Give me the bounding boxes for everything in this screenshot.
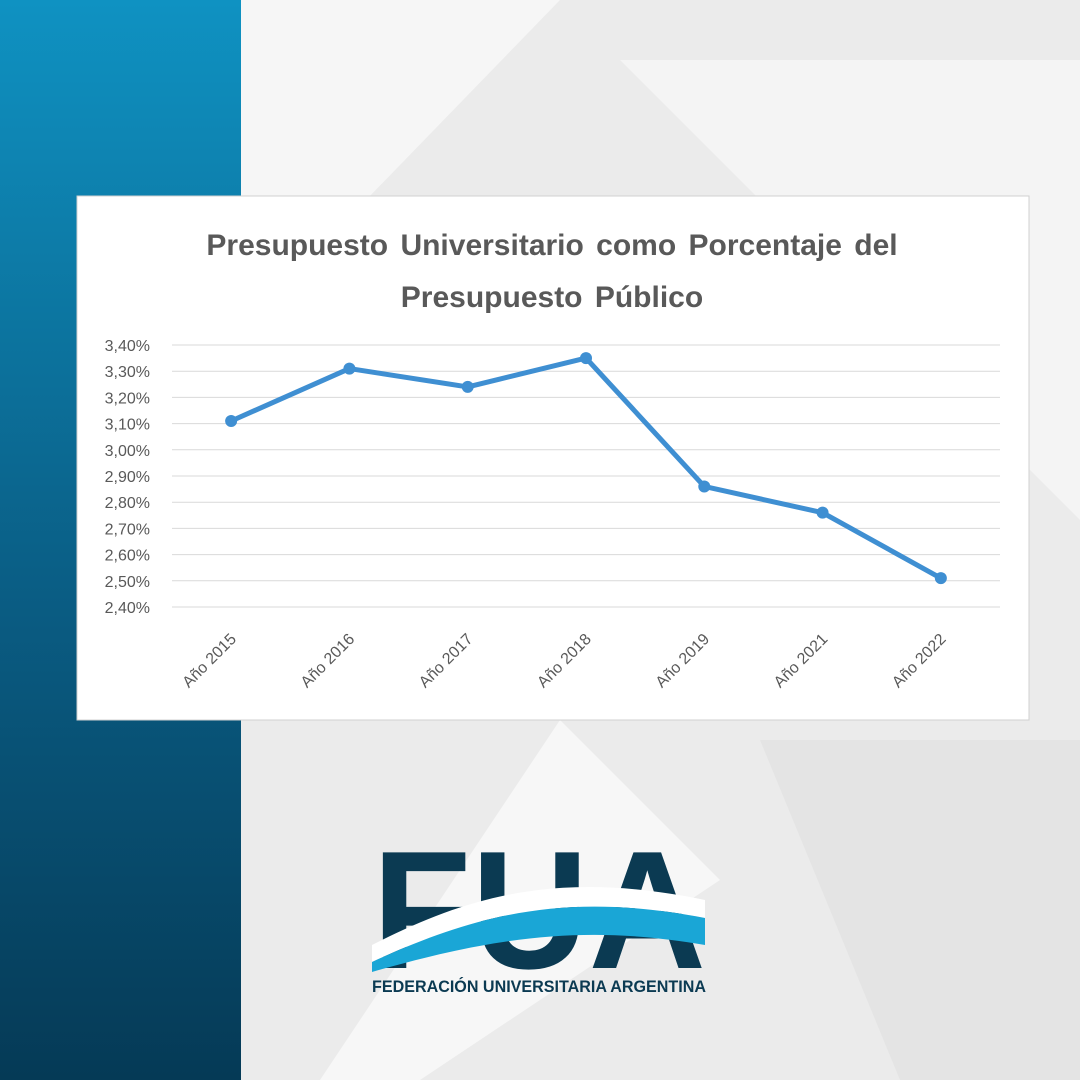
y-tick-label: 2,90% [105, 469, 150, 486]
logo-name: FEDERACIÓN UNIVERSITARIA ARGENTINA [372, 977, 706, 996]
data-point [698, 480, 711, 493]
y-tick-label: 2,50% [105, 574, 150, 591]
y-tick-label: 3,20% [105, 390, 150, 407]
y-tick-label: 2,70% [105, 521, 150, 538]
logo-wave [372, 887, 705, 962]
data-point [225, 414, 238, 427]
logo-wave [372, 906, 705, 972]
y-tick-label: 2,80% [105, 495, 150, 512]
y-tick-label: 2,40% [105, 600, 150, 617]
data-point [580, 352, 592, 365]
y-tick-label: 2,60% [105, 548, 150, 565]
bg-shape [760, 740, 1080, 1080]
y-tick-label: 3,00% [105, 443, 150, 460]
data-point [343, 362, 356, 375]
chart-title: Presupuesto Universitario como Porcentaj… [206, 229, 898, 314]
logo: FUA FEDERACIÓN UNIVERSITARIA ARGENTINA [372, 816, 706, 1004]
chart-box [76, 195, 1030, 721]
y-tick-label: 3,40% [105, 338, 150, 355]
y-tick-label: 3,30% [105, 364, 150, 381]
data-point [461, 380, 474, 393]
y-tick-label: 3,10% [105, 417, 150, 434]
data-point [934, 572, 947, 585]
data-point [816, 506, 829, 519]
